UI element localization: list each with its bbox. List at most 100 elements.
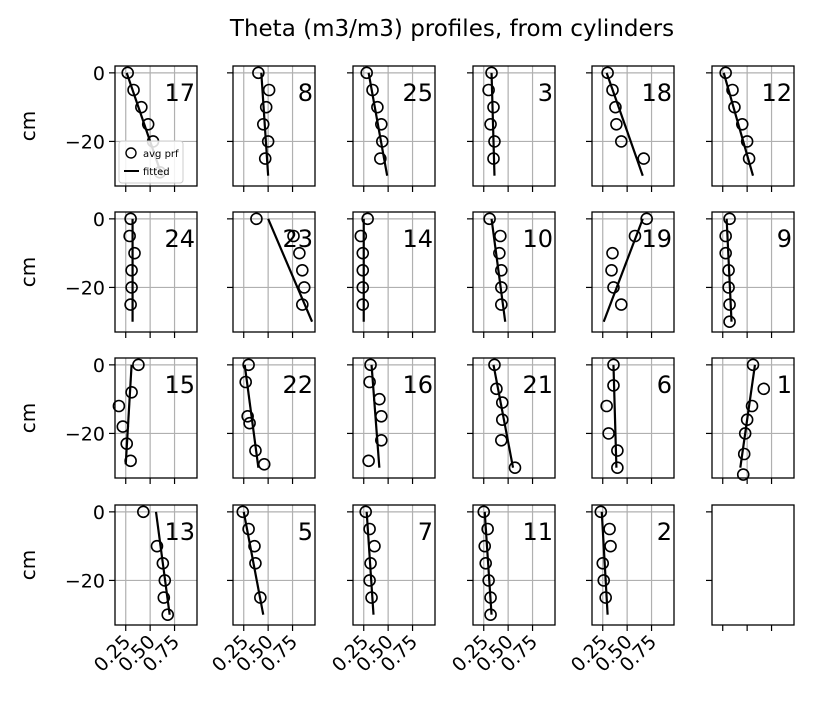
data-point bbox=[364, 556, 377, 570]
data-point bbox=[596, 556, 610, 570]
panel-3: 3 bbox=[467, 65, 556, 192]
data-point bbox=[375, 117, 388, 131]
panel-label: 11 bbox=[522, 518, 553, 546]
fitted-line bbox=[739, 364, 757, 468]
panel-label: 7 bbox=[418, 518, 433, 546]
data-point bbox=[124, 298, 137, 311]
data-point bbox=[722, 263, 735, 277]
panel-label: 8 bbox=[298, 79, 313, 107]
fitted-line bbox=[722, 72, 755, 177]
data-point bbox=[375, 433, 388, 447]
data-point bbox=[252, 66, 265, 80]
data-point bbox=[356, 298, 370, 311]
data-point bbox=[356, 263, 370, 277]
panel-label: 16 bbox=[402, 371, 433, 399]
data-point bbox=[137, 505, 150, 519]
panel-14: 14 bbox=[347, 211, 436, 338]
data-point bbox=[132, 358, 145, 372]
panel-label: 17 bbox=[164, 79, 195, 107]
legend: avg prf fitted bbox=[118, 140, 184, 184]
panel-label: 2 bbox=[657, 518, 672, 546]
data-point bbox=[287, 229, 300, 243]
panel-11: 110.250.500.75 bbox=[448, 504, 556, 676]
y-tick-label: 0 bbox=[93, 209, 105, 231]
fitted-line bbox=[490, 72, 496, 176]
fitted-line bbox=[600, 511, 609, 615]
data-point bbox=[735, 117, 749, 131]
data-point bbox=[484, 608, 497, 622]
data-point bbox=[356, 246, 370, 260]
fitted-line bbox=[602, 218, 644, 323]
data-point bbox=[123, 229, 136, 243]
data-point bbox=[487, 100, 500, 114]
data-point bbox=[495, 433, 508, 447]
data-point bbox=[362, 454, 375, 468]
panel-frame bbox=[232, 504, 316, 626]
data-point bbox=[495, 396, 509, 409]
panel-label: 10 bbox=[522, 225, 553, 253]
data-point bbox=[607, 358, 620, 372]
chart-title: Theta (m3/m3) profiles, from cylinders bbox=[229, 16, 674, 42]
data-point bbox=[740, 135, 754, 148]
data-point bbox=[375, 409, 388, 423]
data-point bbox=[242, 358, 255, 372]
panel-19: 19 bbox=[586, 211, 675, 338]
panel-label: 21 bbox=[522, 371, 553, 399]
data-point bbox=[359, 505, 372, 519]
panel-frame bbox=[472, 357, 556, 479]
fitted-line bbox=[154, 511, 171, 615]
data-point bbox=[740, 413, 754, 427]
data-point bbox=[606, 83, 619, 97]
panel-label: 14 bbox=[402, 225, 433, 253]
data-point bbox=[490, 382, 503, 396]
fitted-line bbox=[124, 364, 133, 465]
panel-frame bbox=[591, 357, 675, 479]
fitted-line bbox=[242, 511, 265, 615]
data-point bbox=[600, 399, 613, 413]
fitted-line bbox=[260, 72, 270, 176]
fitted-line bbox=[492, 364, 515, 468]
data-point bbox=[161, 608, 175, 622]
data-point bbox=[493, 246, 506, 260]
panel-2: 20.250.500.75 bbox=[567, 504, 675, 676]
panel-25: 25 bbox=[347, 65, 436, 192]
panel-8: 8 bbox=[227, 65, 316, 192]
panel-frame bbox=[232, 211, 316, 333]
data-point bbox=[495, 263, 508, 277]
data-point bbox=[354, 229, 368, 243]
data-point bbox=[125, 281, 138, 294]
panel-label: 3 bbox=[538, 79, 553, 107]
data-point bbox=[257, 457, 271, 471]
data-point bbox=[254, 591, 267, 604]
data-point bbox=[366, 83, 379, 97]
panel-label: 5 bbox=[298, 518, 313, 546]
data-point bbox=[737, 447, 751, 461]
panel-label: 22 bbox=[282, 371, 313, 399]
legend-box bbox=[118, 140, 184, 184]
panel-label: 19 bbox=[641, 225, 672, 253]
data-point bbox=[241, 409, 254, 423]
data-point bbox=[605, 263, 618, 277]
data-point bbox=[363, 522, 376, 536]
data-point bbox=[141, 117, 155, 131]
y-tick-label: −20 bbox=[65, 423, 105, 445]
y-tick-label: −20 bbox=[65, 570, 105, 592]
data-point bbox=[365, 591, 378, 604]
data-point bbox=[604, 539, 617, 553]
panel-frame bbox=[591, 211, 675, 333]
data-point bbox=[742, 152, 756, 165]
y-axis-label: cm bbox=[16, 550, 40, 580]
data-point bbox=[242, 522, 255, 536]
data-point bbox=[363, 375, 376, 389]
panel-label: 1 bbox=[777, 371, 792, 399]
data-point bbox=[723, 212, 736, 226]
panel-1: 1 bbox=[706, 357, 795, 484]
data-point bbox=[488, 135, 501, 148]
panel-frame bbox=[711, 65, 795, 187]
data-point bbox=[296, 263, 309, 277]
panel-frame bbox=[114, 357, 198, 479]
data-point bbox=[121, 66, 134, 80]
data-point bbox=[508, 461, 522, 475]
data-point bbox=[637, 152, 651, 165]
